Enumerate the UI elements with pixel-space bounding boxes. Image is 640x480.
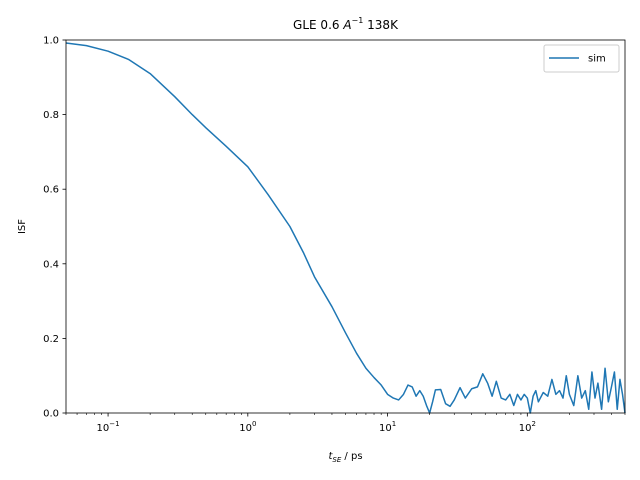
legend: sim bbox=[543, 44, 620, 73]
y-tick-label: 0.4 bbox=[43, 259, 59, 270]
chart-text: 0.0 0.2 0.4 0.6 0.8 1.0 10−1 100 101 102 GLE 0.6 A… bbox=[17, 16, 620, 464]
x-tick-label: 100 bbox=[239, 420, 256, 434]
y-tick-label: 0.8 bbox=[43, 110, 59, 121]
y-axis-label: ISF bbox=[17, 219, 28, 234]
plot-area bbox=[65, 42, 626, 414]
x-tick-label: 101 bbox=[379, 420, 396, 434]
x-tick-label: 102 bbox=[519, 420, 536, 434]
y-tick-label: 1.0 bbox=[43, 36, 59, 47]
y-tick-label: 0.0 bbox=[43, 409, 59, 420]
legend-box bbox=[543, 44, 620, 73]
series-line-sim bbox=[65, 42, 626, 414]
axes bbox=[62, 39, 626, 417]
y-tick-label: 0.6 bbox=[43, 185, 59, 196]
x-tick-label: 10−1 bbox=[97, 420, 120, 434]
chart-title: GLE 0.6 A−1 138K bbox=[293, 16, 399, 32]
legend-label-sim: sim bbox=[588, 54, 606, 65]
x-axis-label: tSE / ps bbox=[328, 451, 362, 464]
y-tick-label: 0.2 bbox=[43, 334, 59, 345]
